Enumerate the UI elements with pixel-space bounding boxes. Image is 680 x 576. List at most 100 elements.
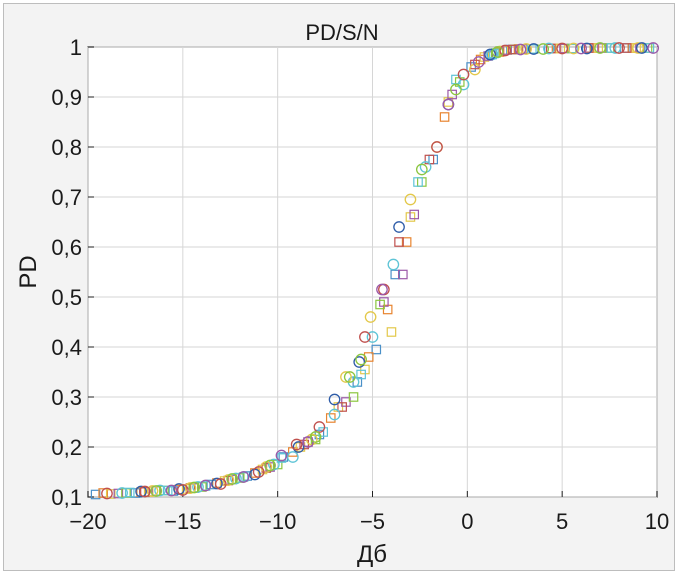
- data-point: [146, 485, 159, 497]
- data-point: [238, 472, 249, 482]
- y-tick-label: 0,3: [51, 385, 82, 410]
- data-point: [442, 98, 455, 111]
- data-point: [508, 44, 518, 55]
- data-point: [299, 439, 310, 450]
- data-point: [514, 43, 527, 56]
- chart-title: PD/S/N: [305, 20, 378, 45]
- y-tick-label: 0,1: [51, 485, 82, 510]
- x-tick-label: −10: [259, 509, 296, 534]
- data-point: [457, 68, 470, 81]
- data-point: [543, 42, 555, 55]
- data-point: [401, 237, 412, 247]
- data-point: [594, 42, 606, 54]
- data-point: [199, 479, 212, 492]
- data-point: [415, 163, 428, 176]
- data-point: [337, 402, 347, 412]
- grid-lines: [87, 46, 658, 498]
- data-point: [150, 485, 163, 497]
- data-point: [491, 46, 504, 58]
- x-tick-label: −5: [360, 509, 385, 534]
- data-point: [286, 451, 299, 463]
- data-point: [632, 42, 644, 54]
- data-point: [472, 56, 485, 68]
- series-11: [165, 42, 660, 497]
- x-axis-label: Дб: [357, 541, 387, 568]
- data-point: [165, 484, 178, 497]
- data-point: [343, 371, 356, 383]
- data-point: [348, 392, 359, 402]
- data-point: [521, 44, 531, 54]
- data-point: [353, 356, 366, 368]
- y-tick-label: 0,4: [51, 335, 82, 360]
- data-point: [439, 112, 450, 122]
- data-point: [290, 438, 303, 451]
- data-point: [393, 221, 405, 233]
- data-point: [470, 59, 480, 70]
- data-point: [116, 487, 128, 499]
- y-tick-label: 0,9: [51, 85, 82, 110]
- data-point: [252, 466, 265, 478]
- data-point: [313, 421, 326, 433]
- data-point: [237, 471, 250, 483]
- data-point: [609, 42, 622, 54]
- data-point: [356, 369, 366, 380]
- data-point: [575, 42, 587, 55]
- data-point: [230, 472, 242, 485]
- data-point: [537, 43, 550, 55]
- data-point: [635, 42, 648, 54]
- data-point: [325, 413, 336, 423]
- y-tick-label: 0,2: [51, 435, 82, 460]
- data-point: [124, 487, 135, 498]
- data-point: [211, 477, 223, 490]
- data-point: [375, 299, 385, 310]
- data-point: [469, 63, 481, 76]
- data-point: [376, 283, 388, 296]
- y-tick-label: 0,7: [51, 185, 82, 210]
- data-point: [188, 481, 201, 494]
- data-point: [621, 43, 632, 53]
- data-point: [309, 431, 322, 443]
- data-point: [499, 44, 512, 57]
- data-point: [556, 42, 569, 55]
- axis-ticks: −20 −15 −10 −5 0 5 10 0,1 0,2 0,3 0,4 0,5 0,6 0,7 0,8 0…: [51, 35, 669, 534]
- data-point: [387, 258, 400, 271]
- data-point: [292, 441, 305, 453]
- series-12: [150, 42, 606, 497]
- data-point: [404, 193, 417, 206]
- data-point: [359, 331, 371, 343]
- data-point: [371, 344, 382, 355]
- data-point: [568, 43, 579, 54]
- data-point: [520, 43, 532, 55]
- data-point: [154, 484, 166, 497]
- data-point: [135, 485, 147, 498]
- x-tick-label: 0: [461, 509, 473, 534]
- data-point: [386, 327, 397, 337]
- data-point: [355, 353, 367, 366]
- data-point: [409, 209, 420, 220]
- data-point: [139, 485, 151, 498]
- data-point: [364, 311, 377, 323]
- data-point: [363, 352, 374, 362]
- data-point: [613, 42, 625, 54]
- y-tick-label: 0,6: [51, 235, 82, 260]
- y-axis-label: PD: [15, 255, 42, 288]
- data-point: [176, 484, 189, 496]
- data-point: [101, 487, 113, 500]
- data-point: [275, 449, 288, 462]
- data-point: [567, 42, 580, 55]
- data-point: [184, 482, 197, 494]
- data-point: [413, 177, 423, 187]
- data-point: [394, 237, 404, 247]
- x-tick-label: 10: [645, 509, 669, 534]
- data-point: [192, 481, 204, 493]
- data-point: [580, 42, 593, 55]
- data-point: [226, 473, 238, 485]
- data-point: [328, 408, 341, 421]
- data-point: [431, 141, 443, 153]
- y-tick-label: 0,5: [51, 285, 82, 310]
- data-point: [484, 48, 496, 61]
- data-point: [450, 83, 462, 96]
- data-point: [647, 42, 660, 54]
- x-tick-label: −15: [164, 509, 201, 534]
